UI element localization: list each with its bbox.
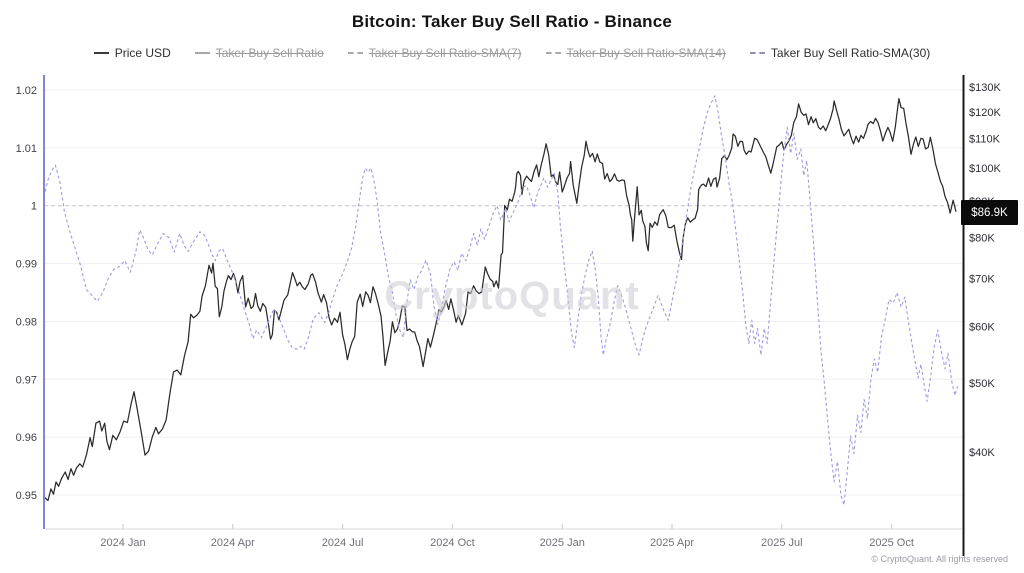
left-axis-tick-label: 0.96 — [16, 432, 37, 444]
dashed-line-icon — [347, 52, 363, 54]
x-tick-label: 2024 Apr — [211, 537, 255, 549]
legend-label: Price USD — [114, 46, 171, 60]
right-axis-tick-label: $120K — [969, 107, 1001, 119]
left-axis-tick-label: 0.95 — [16, 490, 37, 502]
right-axis-tick-label: $40K — [969, 447, 995, 459]
x-tick-label: 2024 Jan — [100, 537, 145, 549]
right-axis-tick-label: $80K — [969, 232, 995, 244]
last-price-badge: $86.9K — [961, 200, 1018, 225]
legend-label: Taker Buy Sell Ratio-SMA(14) — [566, 46, 726, 60]
solid-line-icon — [194, 52, 210, 54]
legend-item-taker-buy-sell-ratio-sma-30-[interactable]: Taker Buy Sell Ratio-SMA(30) — [749, 46, 931, 60]
legend-item-taker-buy-sell-ratio[interactable]: Taker Buy Sell Ratio — [194, 46, 324, 60]
right-axis-tick-label: $70K — [969, 274, 995, 286]
left-axis-tick-label: 0.99 — [16, 259, 37, 271]
x-tick-label: 2025 Apr — [650, 537, 694, 549]
right-axis-tick-label: $50K — [969, 378, 995, 390]
x-tick-label: 2025 Jan — [540, 537, 585, 549]
legend-item-taker-buy-sell-ratio-sma-14-[interactable]: Taker Buy Sell Ratio-SMA(14) — [545, 46, 726, 60]
left-axis-tick-label: 1.02 — [16, 85, 37, 97]
x-tick-label: 2024 Oct — [430, 537, 475, 549]
right-axis-tick-label: $100K — [969, 163, 1001, 175]
legend-label: Taker Buy Sell Ratio-SMA(7) — [368, 46, 522, 60]
left-axis-tick-label: 1 — [31, 201, 37, 213]
legend-item-price-usd[interactable]: Price USD — [93, 46, 171, 60]
series-line-price-usd — [44, 97, 957, 502]
left-axis-tick-label: 0.98 — [16, 316, 37, 328]
copyright-text: © CryptoQuant. All rights reserved — [871, 554, 1008, 564]
dashed-line-icon — [749, 52, 765, 54]
legend: Price USD Taker Buy Sell Ratio Taker Buy S… — [0, 46, 1024, 60]
dashed-line-icon — [545, 52, 561, 54]
x-tick-label: 2025 Oct — [869, 537, 914, 549]
solid-line-icon — [93, 52, 109, 54]
chart-title: Bitcoin: Taker Buy Sell Ratio - Binance — [351, 12, 673, 31]
x-tick-label: 2024 Jul — [322, 537, 364, 549]
x-tick-label: 2025 Jul — [761, 537, 803, 549]
right-axis-tick-label: $110K — [969, 134, 1001, 146]
legend-label: Taker Buy Sell Ratio — [215, 46, 324, 60]
right-axis-tick-label: $130K — [969, 82, 1001, 94]
legend-label: Taker Buy Sell Ratio-SMA(30) — [770, 46, 931, 60]
left-axis-tick-label: 0.97 — [16, 374, 37, 386]
right-axis-tick-label: $60K — [969, 321, 995, 333]
legend-item-taker-buy-sell-ratio-sma-7-[interactable]: Taker Buy Sell Ratio-SMA(7) — [347, 46, 522, 60]
series-line-taker-ratio-sma30 — [44, 95, 959, 506]
left-axis-tick-label: 1.01 — [16, 143, 37, 155]
